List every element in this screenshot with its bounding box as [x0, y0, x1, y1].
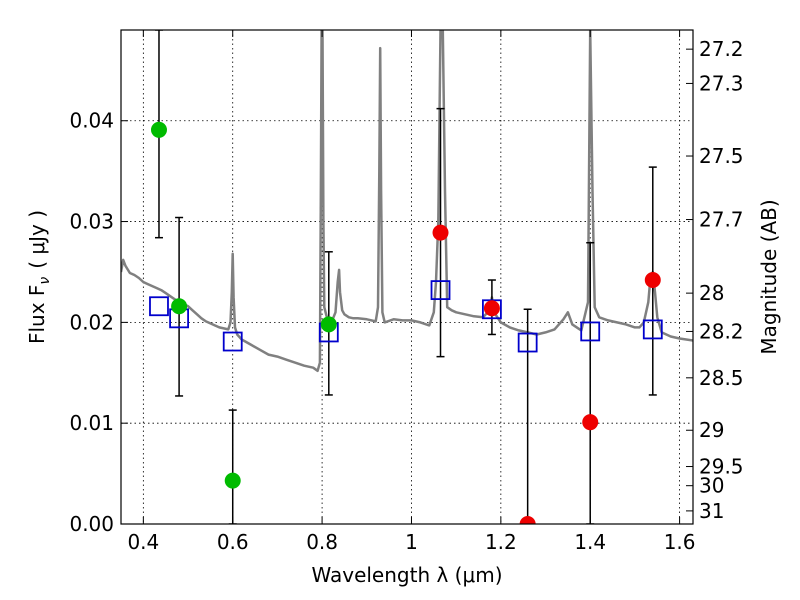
model-photometry-square	[517, 332, 538, 353]
model-photometry-square	[222, 331, 243, 352]
model-photometry-square	[642, 319, 663, 340]
y-tick-label: 0.03	[69, 210, 114, 234]
y-axis-label-subscript: ν	[37, 277, 53, 285]
y2-tick-label: 29.5	[699, 455, 744, 479]
nir-point	[432, 224, 449, 241]
y2-tick-label: 28	[699, 281, 724, 305]
grid	[121, 30, 693, 525]
y2-tick-label: 27.5	[699, 144, 744, 168]
y2-tick-label: 29	[699, 418, 724, 442]
y2-tick-label: 28.5	[699, 366, 744, 390]
y-tick-label: 0.04	[69, 109, 114, 133]
error-bars	[154, 30, 657, 524]
x-tick-label: 0.6	[217, 530, 249, 554]
y-axis-label-unit: ( μJy )	[25, 210, 49, 269]
optical-point	[150, 121, 167, 138]
x-tick-label: 1.6	[664, 530, 696, 554]
y-axis-label: Flux Fν ( μJy )	[25, 210, 53, 344]
model-photometry-square	[580, 321, 601, 342]
y-tick-label: 0.00	[69, 512, 114, 536]
model-photometry-square	[149, 296, 169, 317]
y2-tick-label: 28.2	[699, 319, 744, 343]
y2-tick-label: 27.7	[699, 208, 744, 232]
x-tick-label: 1	[405, 530, 418, 554]
optical-point	[224, 472, 241, 489]
y-axis-label-main: Flux F	[25, 285, 49, 344]
model-spectrum	[121, 30, 693, 373]
nir-point	[582, 414, 599, 431]
y2-tick-label: 30	[699, 474, 724, 498]
model-photometry-square	[430, 280, 451, 301]
plot-frame	[120, 29, 694, 525]
nir-point	[519, 516, 536, 524]
y-tick-label: 0.02	[69, 310, 114, 334]
y2-axis-label: Magnitude (AB)	[757, 199, 781, 354]
y-tick-label: 0.01	[69, 411, 114, 435]
optical-point	[171, 298, 188, 315]
y2-tick-label: 27.2	[699, 37, 744, 61]
y2-tick-label: 27.3	[699, 71, 744, 95]
x-axis-label: Wavelength λ (μm)	[311, 563, 502, 587]
model-spectrum-line	[121, 30, 693, 373]
x-tick-label: 0.4	[127, 530, 159, 554]
nir-point	[644, 272, 661, 289]
nir-point	[483, 300, 500, 317]
data-markers	[149, 121, 663, 524]
axis-ticks: 0.4 0.6 0.8 1 1.2 1.4 1.6 0.00 0.01 0.02 0.03 0.04 2…	[69, 30, 744, 554]
y2-tick-label: 31	[699, 499, 724, 523]
x-tick-label: 0.8	[306, 530, 338, 554]
x-tick-label: 1.4	[574, 530, 606, 554]
optical-point	[320, 316, 337, 333]
x-tick-label: 1.2	[485, 530, 517, 554]
